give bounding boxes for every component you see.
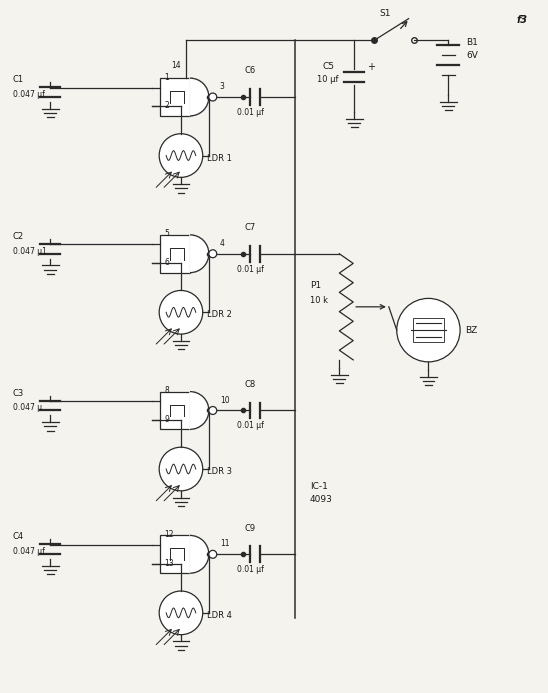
Text: 0.01 μf: 0.01 μf — [237, 565, 264, 574]
Text: 3: 3 — [220, 82, 225, 91]
Text: 5: 5 — [164, 229, 169, 238]
Bar — [160, 78, 190, 116]
Text: 0.047 μf: 0.047 μf — [13, 90, 44, 99]
Text: 6: 6 — [164, 258, 169, 267]
Text: 0.047 μ1: 0.047 μ1 — [13, 247, 47, 256]
Text: 9: 9 — [164, 415, 169, 424]
Circle shape — [397, 299, 460, 362]
Text: C7: C7 — [244, 223, 256, 232]
Text: C5: C5 — [323, 62, 334, 71]
Polygon shape — [190, 235, 209, 272]
Polygon shape — [190, 78, 209, 116]
Text: 11: 11 — [220, 539, 229, 548]
Bar — [160, 536, 190, 573]
Text: 6V: 6V — [466, 51, 478, 60]
Text: 13: 13 — [164, 559, 174, 568]
Polygon shape — [190, 536, 209, 573]
Text: C9: C9 — [244, 523, 256, 532]
Text: C1: C1 — [13, 75, 24, 84]
Text: B1: B1 — [466, 38, 478, 47]
Circle shape — [159, 591, 203, 635]
Text: LDR 4: LDR 4 — [207, 611, 232, 620]
Circle shape — [209, 550, 217, 559]
Bar — [160, 392, 190, 430]
Text: 0.047 μ: 0.047 μ — [13, 403, 42, 412]
Text: 0.01 μf: 0.01 μf — [237, 108, 264, 117]
Text: 1: 1 — [164, 73, 169, 82]
Text: C2: C2 — [13, 232, 24, 241]
Circle shape — [209, 93, 217, 101]
Text: C3: C3 — [13, 389, 24, 398]
Text: LDR 3: LDR 3 — [207, 467, 232, 476]
Bar — [413, 318, 444, 342]
Text: S1: S1 — [379, 9, 390, 18]
Text: C6: C6 — [244, 67, 256, 76]
Text: 0.047 μf: 0.047 μf — [13, 547, 44, 556]
Text: 10 μf: 10 μf — [317, 75, 338, 84]
Text: LDR 1: LDR 1 — [207, 154, 232, 162]
Text: LDR 2: LDR 2 — [207, 310, 232, 319]
Text: +: + — [367, 62, 375, 72]
Text: 0.01 μf: 0.01 μf — [237, 265, 264, 274]
Circle shape — [159, 134, 203, 177]
Circle shape — [209, 249, 217, 258]
Text: 8: 8 — [164, 386, 169, 395]
Circle shape — [159, 290, 203, 334]
Text: P1: P1 — [310, 281, 321, 290]
Text: BZ: BZ — [465, 326, 477, 335]
Text: IC-1: IC-1 — [310, 482, 328, 491]
Text: C4: C4 — [13, 532, 24, 541]
Text: 12: 12 — [164, 530, 174, 539]
Circle shape — [159, 447, 203, 491]
Text: 2: 2 — [164, 101, 169, 110]
Polygon shape — [190, 392, 209, 430]
Text: 10 k: 10 k — [310, 297, 328, 306]
Text: 0.01 μf: 0.01 μf — [237, 421, 264, 430]
Text: C8: C8 — [244, 380, 256, 389]
Text: f3: f3 — [516, 15, 527, 25]
Text: 14: 14 — [171, 61, 181, 70]
Circle shape — [209, 407, 217, 414]
Text: 4: 4 — [220, 239, 225, 248]
Text: 10: 10 — [220, 396, 230, 405]
Bar — [160, 235, 190, 272]
Text: 4093: 4093 — [310, 495, 333, 504]
